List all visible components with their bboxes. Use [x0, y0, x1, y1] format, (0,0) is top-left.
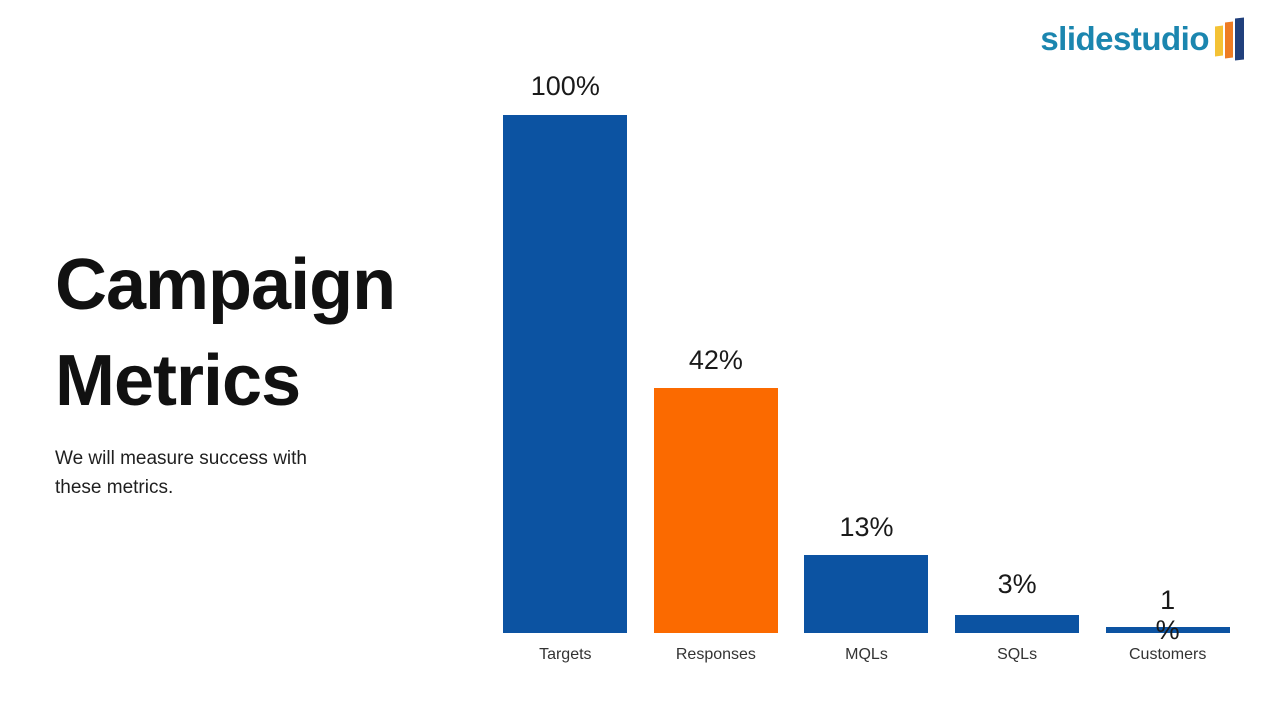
bar-value-label: 13% — [839, 512, 894, 542]
bar — [653, 388, 778, 633]
logo-text: slidestudio — [1040, 20, 1209, 57]
bar-group-targets: 100% Targets — [490, 71, 641, 663]
bar-group-sqls: 3% SQLs — [942, 115, 1093, 663]
bar-group-mqls: 13% MQLs — [791, 115, 942, 663]
bar-category-label: Targets — [539, 646, 592, 663]
bar-category-label: Customers — [1128, 646, 1207, 663]
logo: slidestudio — [1040, 16, 1247, 62]
slide-subtitle: We will measure success with these metri… — [55, 448, 308, 498]
bar — [1105, 627, 1230, 633]
logo-bar-navy — [1235, 17, 1244, 61]
bar-value-label: 100% — [530, 71, 600, 101]
logo-mark-icon — [1215, 16, 1247, 62]
bar-category-label: Responses — [675, 646, 756, 663]
bar-category-label: MQLs — [845, 646, 888, 663]
bar-group-responses: 42% Responses — [641, 115, 792, 663]
bar — [804, 555, 929, 633]
bar — [503, 115, 628, 633]
bar-chart: 100% Targets 42% Responses 13% MQLs 3% SQLs 1 % C… — [490, 71, 1243, 663]
bar-category-label: SQLs — [997, 646, 1038, 663]
logo-bar-orange — [1225, 21, 1233, 59]
bar-group-customers: 1 % Customers — [1092, 115, 1243, 663]
bar-value-label: 3% — [997, 569, 1037, 599]
bar — [955, 615, 1080, 633]
bar-value-label: 1 % — [1155, 585, 1180, 645]
bar-value-label: 42% — [688, 345, 743, 375]
logo-bar-yellow — [1215, 25, 1223, 57]
slide-title: Campaign Metrics — [55, 245, 396, 421]
